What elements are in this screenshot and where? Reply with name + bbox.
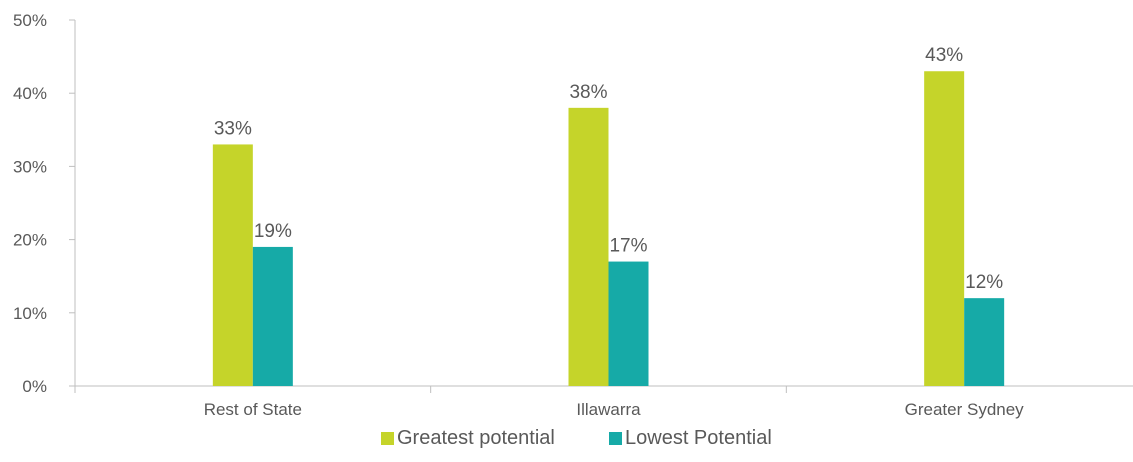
- bar: [608, 261, 649, 386]
- x-tick-label: Illawarra: [576, 400, 641, 419]
- legend: Greatest potential Lowest Potential: [381, 427, 772, 449]
- data-label: 43%: [925, 45, 963, 66]
- bar: [568, 107, 609, 386]
- data-label: 33%: [214, 118, 252, 139]
- legend-swatch: [609, 432, 622, 445]
- legend-label: Lowest Potential: [625, 427, 772, 449]
- data-label: 17%: [609, 236, 647, 257]
- y-tick-label: 20%: [13, 231, 47, 250]
- x-tick-label: Greater Sydney: [905, 400, 1025, 419]
- axes: 0% 10% 20% 30% 40% 50% Rest of State Illawarra G…: [13, 11, 1133, 419]
- y-tick-label: 40%: [13, 84, 47, 103]
- bar: [924, 71, 965, 387]
- legend-swatch: [381, 432, 394, 445]
- y-tick-label: 50%: [13, 11, 47, 30]
- legend-label: Greatest potential: [397, 427, 555, 449]
- data-label: 19%: [254, 221, 292, 242]
- bar: [252, 246, 293, 386]
- y-tick-label: 10%: [13, 304, 47, 323]
- data-labels: 33% 19% 38% 17% 43% 12%: [214, 45, 1003, 293]
- bars: [212, 71, 1005, 387]
- bar: [964, 298, 1005, 386]
- data-label: 38%: [569, 82, 607, 103]
- data-label: 12%: [965, 272, 1003, 293]
- bar: [212, 144, 253, 386]
- y-tick-label: 0%: [22, 377, 47, 396]
- x-tick-label: Rest of State: [204, 400, 302, 419]
- y-tick-label: 30%: [13, 157, 47, 176]
